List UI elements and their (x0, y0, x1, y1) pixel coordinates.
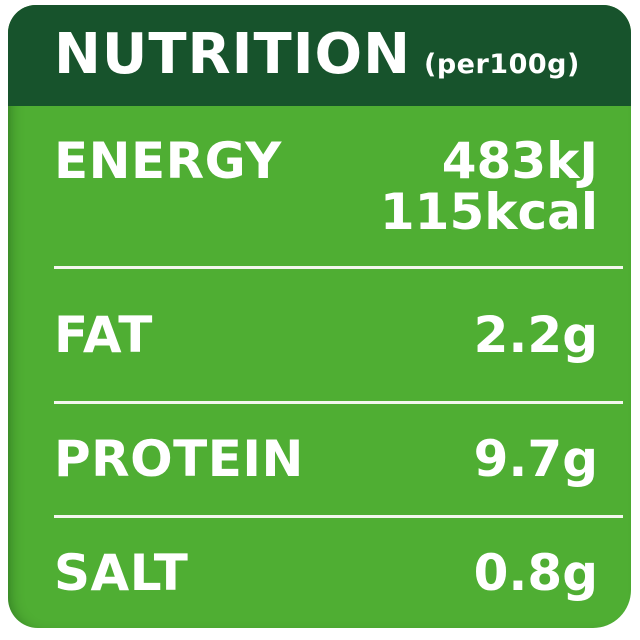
row-energy-value: 483kJ 115kcal (380, 136, 598, 238)
row-salt: SALT 0.8g (8, 518, 631, 628)
row-energy-value-kj: 483kJ (441, 132, 598, 190)
row-divider (54, 401, 623, 404)
row-energy-name: ENERGY (54, 132, 282, 190)
label-body: ENERGY 483kJ 115kcal FAT 2.2g PROTEIN 9.… (8, 106, 631, 628)
row-energy-value-kcal: 115kcal (379, 183, 598, 241)
label-title: NUTRITION (54, 22, 412, 87)
row-divider (54, 266, 623, 269)
label-header: NUTRITION (per100g) (8, 5, 631, 106)
row-protein-value: 9.7g (474, 434, 598, 485)
row-fat-value: 2.2g (473, 305, 598, 364)
row-salt-value: 0.8g (473, 543, 598, 602)
row-protein: PROTEIN 9.7g (8, 404, 631, 515)
nutrition-label: NUTRITION (per100g) ENERGY 483kJ 115kcal… (8, 5, 631, 628)
row-protein-value-g: 9.7g (473, 430, 598, 488)
row-fat-name: FAT (54, 305, 153, 364)
row-divider (54, 515, 623, 518)
label-subtitle: (per100g) (424, 49, 580, 80)
row-energy: ENERGY 483kJ 115kcal (8, 106, 631, 266)
row-fat: FAT 2.2g (8, 269, 631, 401)
row-fat-value-g: 2.2g (473, 305, 598, 364)
row-salt-name: SALT (54, 543, 189, 602)
row-protein-name: PROTEIN (54, 430, 304, 488)
row-salt-value-g: 0.8g (473, 543, 598, 602)
